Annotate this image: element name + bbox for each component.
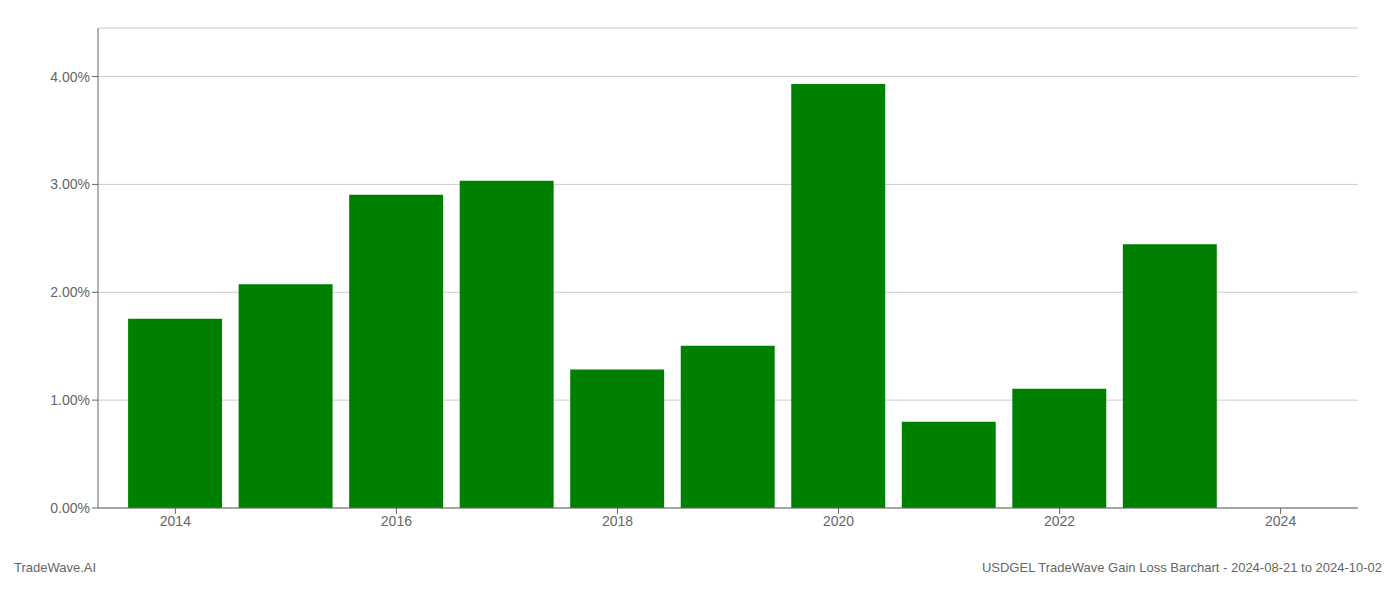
svg-text:3.00%: 3.00% xyxy=(50,176,90,192)
svg-text:2022: 2022 xyxy=(1044,513,1075,529)
html-text:USDGEL TradeWave Gain Loss Bar: USDGEL TradeWave Gain Loss Barchart - 20… xyxy=(981,560,1382,575)
svg-text:4.00%: 4.00% xyxy=(50,69,90,85)
svg-text:0.00%: 0.00% xyxy=(50,500,90,516)
svg-text:1.00%: 1.00% xyxy=(50,392,90,408)
svg-text:2020: 2020 xyxy=(823,513,854,529)
html-text:TradeWave.AI: TradeWave.AI xyxy=(14,560,97,575)
svg-text:2014: 2014 xyxy=(160,513,191,529)
svg-text:2.00%: 2.00% xyxy=(50,284,90,300)
svg-text:2018: 2018 xyxy=(602,513,633,529)
svg-text:2024: 2024 xyxy=(1265,513,1296,529)
svg-text:2016: 2016 xyxy=(381,513,412,529)
